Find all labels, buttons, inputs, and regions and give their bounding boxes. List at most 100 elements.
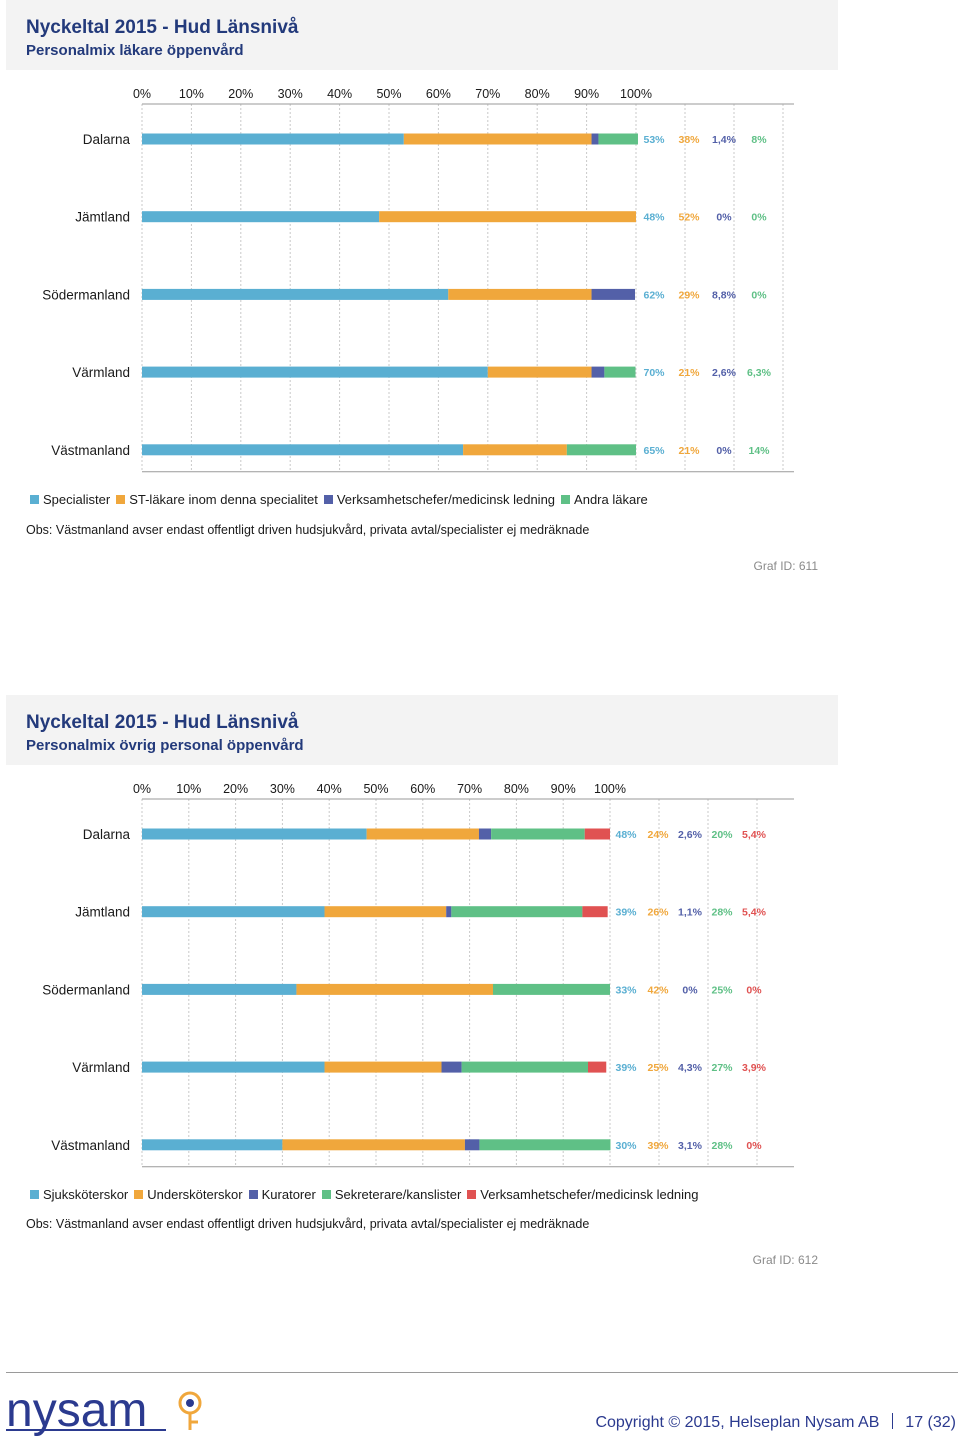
x-tick-label: 20% — [223, 782, 248, 796]
legend-label: Undersköterskor — [147, 1187, 243, 1202]
chart-title: Nyckeltal 2015 - Hud Länsnivå — [26, 17, 299, 38]
data-label: 0% — [746, 984, 762, 996]
logo-keyhole-icon — [178, 1391, 202, 1430]
category-label: Värmland — [72, 365, 130, 380]
bar-segment — [296, 983, 493, 995]
bar-segment — [403, 133, 592, 145]
data-label: 26% — [647, 907, 669, 919]
legend-item: Sekreterare/kanslister — [321, 1187, 462, 1202]
legend-item: Sjuksköterskor — [30, 1187, 128, 1202]
data-label: 0% — [751, 212, 767, 224]
bar-segment — [591, 366, 605, 378]
bar-segment — [478, 828, 492, 840]
bar-segment — [584, 828, 610, 840]
data-label: 14% — [748, 445, 770, 457]
data-label: 33% — [615, 984, 637, 996]
legend-label: Sjuksköterskor — [43, 1187, 129, 1202]
bar-segment — [441, 1061, 462, 1073]
bar-segment — [491, 828, 585, 840]
legend-swatch — [116, 495, 126, 504]
category-label: Värmland — [72, 1060, 130, 1075]
chart-note: Obs: Västmanland avser endast offentligt… — [26, 1217, 590, 1231]
bar-segment — [566, 444, 636, 456]
data-label: 0% — [746, 1140, 762, 1152]
x-tick-label: 50% — [376, 87, 401, 101]
legend-swatch — [30, 495, 39, 504]
legend-swatch — [134, 1190, 144, 1199]
bar-segment — [448, 288, 592, 300]
data-label: 0% — [716, 445, 732, 457]
data-label: 53% — [643, 134, 665, 146]
data-label: 0% — [716, 212, 732, 224]
bar-segment — [493, 983, 610, 995]
bar-segment — [142, 133, 404, 145]
legend-label: Verksamhetschefer/medicinsk ledning — [336, 492, 556, 507]
data-label: 5,4% — [742, 907, 767, 919]
x-tick-label: 90% — [551, 782, 576, 796]
data-label: 65% — [643, 445, 665, 457]
data-label: 30% — [615, 1140, 637, 1152]
legend-swatch — [321, 1190, 331, 1199]
data-label: 48% — [643, 212, 665, 224]
data-label: 48% — [615, 829, 637, 841]
data-label: 1,4% — [712, 134, 737, 146]
bar-segment — [366, 828, 479, 840]
bar-segment — [142, 1139, 283, 1151]
legend-label: Verksamhetschefer/medicinsk ledning — [480, 1187, 699, 1202]
legend-swatch — [561, 495, 571, 504]
legend-item: Verksamhetschefer/medicinsk ledning — [323, 492, 556, 507]
x-tick-label: 60% — [426, 87, 451, 101]
legend-item: Specialister — [30, 492, 110, 507]
stacked-bar-chart: 0% 10% 20% 30% 40% 50% 60% 70% 80% 90% 100% Dalarna… — [42, 87, 794, 473]
x-tick-label: 70% — [457, 782, 482, 796]
data-label: 20% — [711, 829, 733, 841]
data-label: 3,9% — [742, 1062, 767, 1074]
legend-label: Sekreterare/kanslister — [334, 1187, 462, 1202]
bar-segment — [464, 1139, 480, 1151]
data-label: 29% — [678, 289, 700, 301]
chart-subtitle: Personalmix läkare öppenvård — [26, 42, 244, 59]
data-label: 1,1% — [678, 907, 703, 919]
chart-block-2: Nyckeltal 2015 - Hud Länsnivå Personalmi… — [6, 695, 838, 1275]
data-label: 62% — [643, 289, 665, 301]
data-label: 39% — [647, 1140, 669, 1152]
data-label: 38% — [678, 134, 700, 146]
x-tick-label: 30% — [270, 782, 295, 796]
data-label: 2,6% — [712, 367, 737, 379]
bar-segment — [282, 1139, 465, 1151]
chart-legend: Specialister ST-läkare inom denna special… — [30, 492, 654, 507]
data-label: 39% — [615, 907, 637, 919]
data-label: 8% — [751, 134, 767, 146]
footer-divider — [6, 1372, 958, 1373]
bar-segment — [142, 288, 449, 300]
x-tick-label: 40% — [327, 87, 352, 101]
category-label: Jämtland — [75, 905, 130, 920]
bar-segment — [142, 366, 488, 378]
legend-item: Undersköterskor — [134, 1187, 243, 1202]
x-tick-label: 100% — [594, 782, 626, 796]
x-tick-label: 40% — [317, 782, 342, 796]
chart-subtitle: Personalmix övrig personal öppenvård — [26, 737, 304, 754]
category-label: Västmanland — [51, 443, 130, 458]
bar-segment — [487, 366, 592, 378]
data-label: 6,3% — [747, 367, 772, 379]
chart-header — [6, 0, 838, 70]
x-tick-label: 60% — [410, 782, 435, 796]
x-tick-label: 50% — [363, 782, 388, 796]
category-label: Dalarna — [83, 132, 131, 147]
chart-title: Nyckeltal 2015 - Hud Länsnivå — [26, 712, 299, 733]
legend-swatch — [323, 495, 333, 504]
data-label: 70% — [643, 367, 665, 379]
bar-segment — [591, 133, 599, 145]
data-label: 25% — [647, 1062, 669, 1074]
data-label: 2,6% — [678, 829, 703, 841]
bar-segment — [451, 906, 583, 918]
bar-segment — [142, 906, 325, 918]
graf-id: Graf ID: 612 — [752, 1253, 818, 1267]
bar-segment — [324, 1061, 442, 1073]
data-label: 0% — [751, 289, 767, 301]
data-label: 27% — [711, 1062, 733, 1074]
graf-id: Graf ID: 611 — [753, 559, 818, 573]
data-label: 21% — [678, 367, 700, 379]
chart-note: Obs: Västmanland avser endast offentligt… — [26, 523, 590, 537]
